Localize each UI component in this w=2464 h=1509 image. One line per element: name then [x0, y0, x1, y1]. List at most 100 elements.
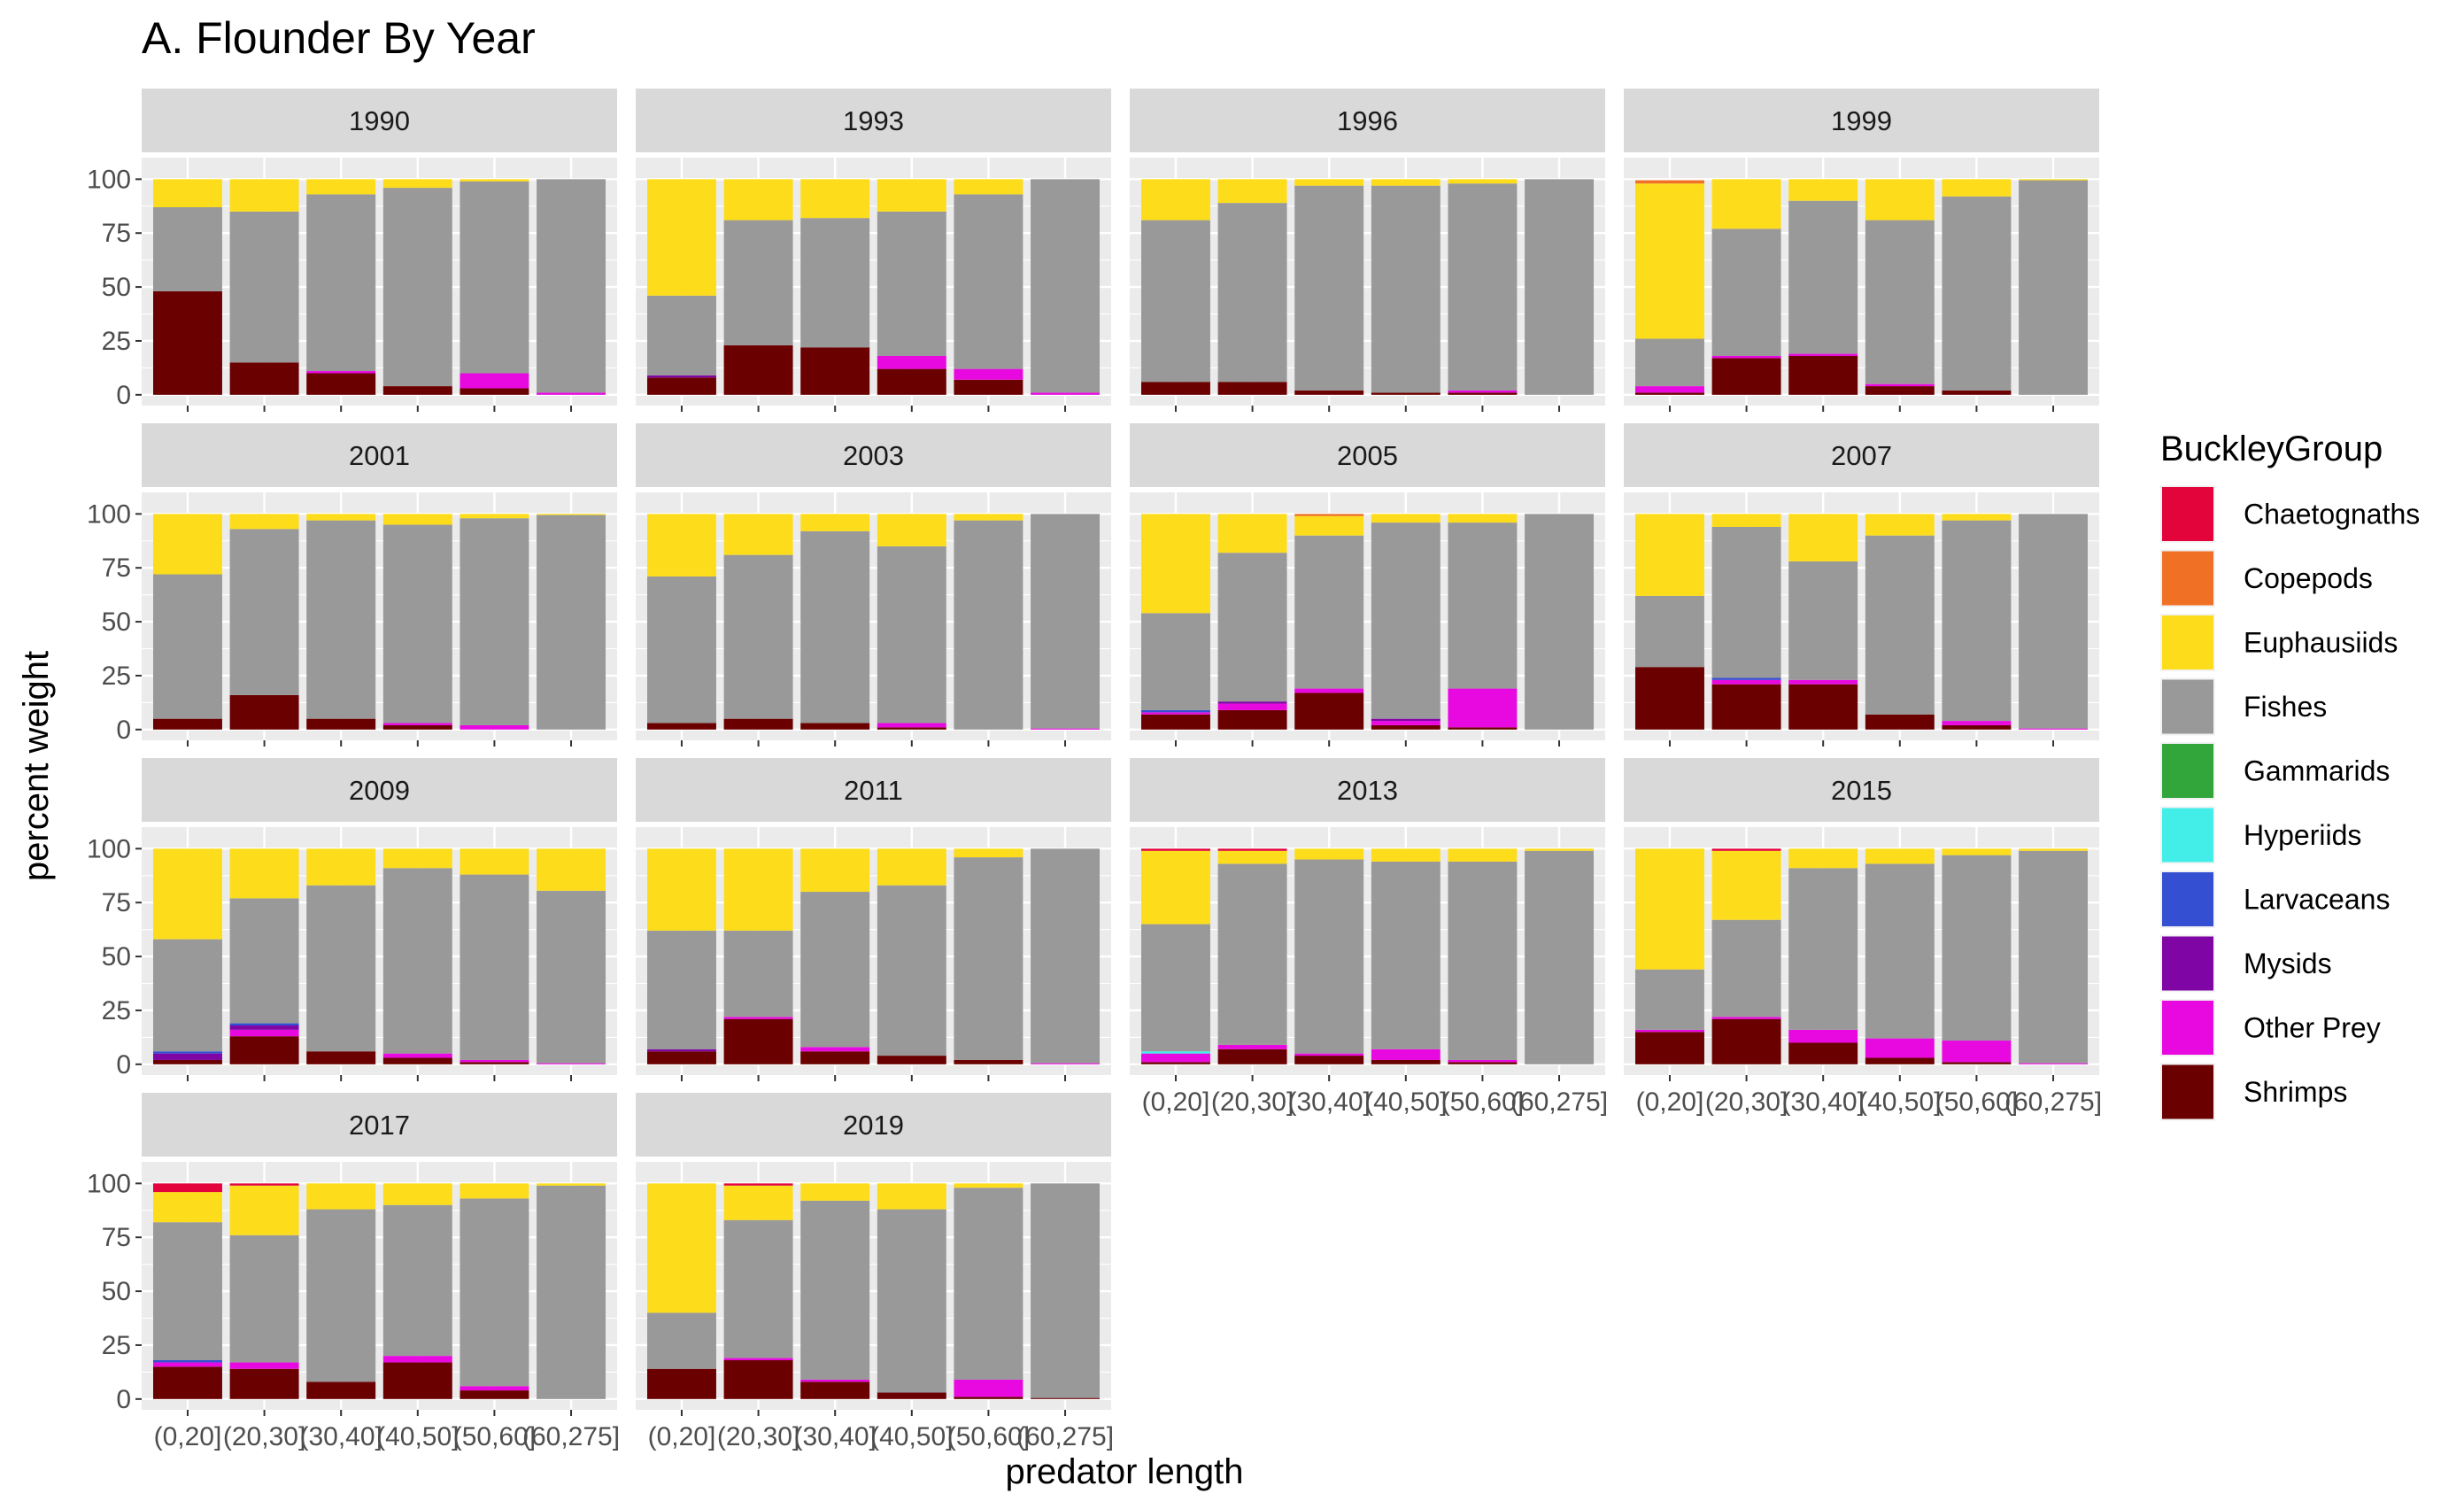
bar-segment-euphausiids	[1525, 848, 1595, 851]
legend-key-swatch	[2162, 744, 2213, 798]
bar-segment-euphausiids	[1942, 179, 2012, 197]
bar-segment-fishes	[1217, 553, 1287, 702]
bar-segment-other-prey	[1788, 679, 1858, 685]
bar-segment-fishes	[646, 576, 716, 724]
bar-segment-fishes	[229, 529, 299, 695]
bar-segment-other-prey	[800, 1379, 870, 1382]
bar-segment-fishes	[800, 530, 870, 724]
facet-panel-2009: 2009 0 25 50 75 100	[87, 758, 617, 1081]
legend-label: Shrimps	[2244, 1076, 2347, 1108]
legend-key-swatch	[2162, 1001, 2213, 1055]
bar-segment-euphausiids	[1711, 850, 1781, 920]
bar-segment-other-prey	[1031, 728, 1101, 730]
bar-segment-fishes	[229, 898, 299, 1024]
bar-segment-shrimps	[954, 379, 1023, 395]
bar-segment-euphausiids	[1371, 848, 1441, 862]
bar-segment-shrimps	[1448, 727, 1518, 730]
bar-segment-fishes	[1448, 183, 1518, 391]
bar-segment-other-prey	[1634, 386, 1704, 393]
bar-segment-euphausiids	[2019, 848, 2089, 851]
bar-segment-fishes	[382, 524, 452, 724]
bar-segment-shrimps	[877, 1056, 946, 1064]
bar-segment-fishes	[800, 892, 870, 1048]
x-tick-label: (0,20]	[648, 1422, 716, 1451]
bar-segment-euphausiids	[306, 1183, 376, 1210]
bar-segment-shrimps	[1942, 1062, 2012, 1064]
legend-item-chaetognaths: Chaetognaths	[2160, 485, 2420, 543]
facet-panels: 1990 0 25 50 75 100 1993 1996 1999 2001 0 25 50 75 100…	[87, 89, 2102, 1451]
bar-segment-shrimps	[460, 1062, 529, 1064]
bar-segment-other-prey	[1865, 383, 1935, 387]
legend-key-swatch	[2162, 872, 2213, 926]
y-tick-label: 100	[87, 1169, 131, 1198]
bar-segment-other-prey	[1788, 1029, 1858, 1043]
y-tick-label: 25	[102, 1331, 131, 1360]
bar-segment-euphausiids	[954, 514, 1023, 521]
facet-panel-2005: 2005	[1130, 423, 1605, 747]
facet-strip	[142, 1093, 617, 1157]
y-tick-label: 0	[116, 716, 131, 745]
bar-segment-fishes	[1448, 522, 1518, 689]
bar-segment-fishes	[306, 194, 376, 372]
bar-segment-other-prey	[1217, 703, 1287, 710]
y-tick-label: 25	[102, 996, 131, 1025]
bar-segment-euphausiids	[229, 514, 299, 530]
facet-strip-label: 1993	[843, 105, 904, 136]
bar-segment-shrimps	[877, 368, 946, 395]
bar-segment-mysids	[646, 375, 716, 378]
bar-segment-other-prey	[1371, 1049, 1441, 1060]
x-tick-label: (50,60]	[947, 1422, 1030, 1451]
legend-key-swatch	[2162, 487, 2213, 541]
bar-segment-other-prey	[1942, 721, 2012, 725]
bar-segment-other-prey	[954, 1379, 1023, 1397]
x-tick-label: (50,60]	[1441, 1087, 1524, 1117]
x-tick-label: (50,60]	[1935, 1087, 2018, 1117]
bar-segment-fishes	[646, 1312, 716, 1369]
bar-segment-other-prey	[723, 1017, 793, 1019]
bar-segment-euphausiids	[1448, 179, 1518, 184]
bar-segment-larvaceans	[1140, 709, 1210, 713]
bar-segment-shrimps	[800, 723, 870, 730]
legend-label: Copepods	[2244, 562, 2373, 594]
legend-key-swatch	[2162, 615, 2213, 669]
bar-segment-other-prey	[537, 392, 606, 395]
facet-panel-1996: 1996	[1130, 89, 1605, 412]
bar-segment-euphausiids	[1865, 179, 1935, 221]
bar-segment-fishes	[1140, 613, 1210, 710]
y-tick-label: 50	[102, 607, 131, 637]
bar-segment-fishes	[460, 874, 529, 1060]
bar-segment-euphausiids	[723, 514, 793, 555]
bar-segment-other-prey	[1217, 1044, 1287, 1049]
bar-segment-euphausiids	[646, 179, 716, 296]
facet-strip	[636, 1093, 1111, 1157]
facet-strip	[1130, 758, 1605, 822]
bar-segment-shrimps	[954, 1397, 1023, 1399]
y-tick-label: 100	[87, 165, 131, 194]
bar-segment-fishes	[382, 188, 452, 387]
bar-segment-fishes	[1031, 848, 1101, 1064]
bar-segment-shrimps	[1371, 724, 1441, 730]
facet-panel-2013: 2013 (0,20] (20,30](30,40](40,50](50,60](6…	[1130, 758, 1608, 1117]
bar-segment-shrimps	[877, 727, 946, 730]
bar-segment-euphausiids	[229, 848, 299, 899]
bar-segment-mysids	[646, 1049, 716, 1052]
bar-segment-shrimps	[1711, 358, 1781, 395]
bar-segment-shrimps	[382, 1362, 452, 1399]
legend: BuckleyGroup Chaetognaths Copepods Euphaus…	[2160, 429, 2420, 1121]
bar-segment-fishes	[2019, 180, 2089, 395]
bar-segment-other-prey	[1865, 1038, 1935, 1058]
y-axis-title: percent weight	[17, 651, 56, 881]
bar-segment-other-prey	[382, 1053, 452, 1058]
bar-segment-fishes	[1294, 859, 1364, 1054]
bar-segment-other-prey	[1634, 1029, 1704, 1033]
bar-segment-shrimps	[1371, 392, 1441, 395]
bar-segment-shrimps	[229, 362, 299, 395]
bar-segment-euphausiids	[229, 1185, 299, 1235]
bar-segment-fishes	[1942, 196, 2012, 391]
bar-segment-shrimps	[646, 1051, 716, 1064]
bar-segment-fishes	[954, 520, 1023, 730]
bar-segment-fishes	[460, 1198, 529, 1387]
y-tick-label: 25	[102, 662, 131, 691]
bar-segment-fishes	[1634, 595, 1704, 668]
bar-segment-euphausiids	[1448, 848, 1518, 862]
